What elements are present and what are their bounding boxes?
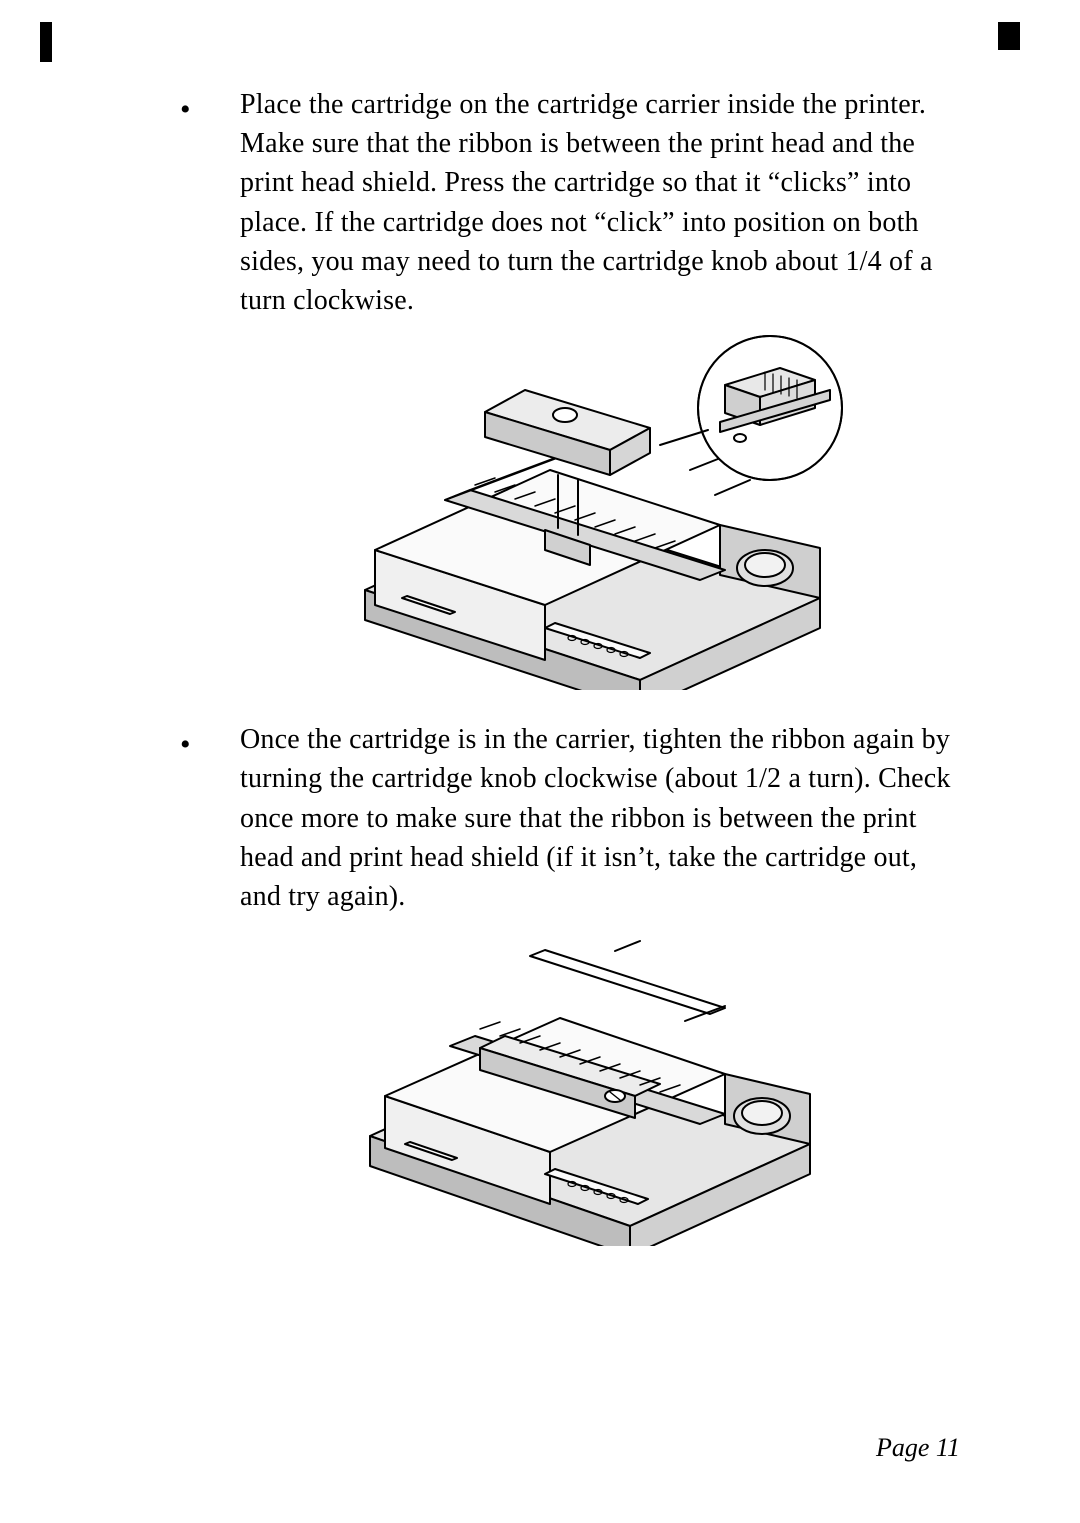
bullet-text: Place the cartridge on the cartridge car…: [240, 85, 960, 320]
page-content: • Place the cartridge on the cartridge c…: [0, 0, 1080, 1523]
bullet-text: Once the cartridge is in the carrier, ti…: [240, 720, 960, 916]
printer-diagram-2-icon: [330, 926, 850, 1246]
figure-printer-open: [180, 330, 960, 690]
printer-diagram-1-icon: [310, 330, 870, 690]
bullet-dot-icon: •: [180, 95, 200, 125]
bullet-item: • Once the cartridge is in the carrier, …: [180, 720, 960, 916]
bullet-item: • Place the cartridge on the cartridge c…: [180, 85, 960, 320]
figure-printer-closed: [180, 926, 960, 1246]
bullet-dot-icon: •: [180, 730, 200, 760]
page-number: Page 11: [876, 1433, 960, 1463]
